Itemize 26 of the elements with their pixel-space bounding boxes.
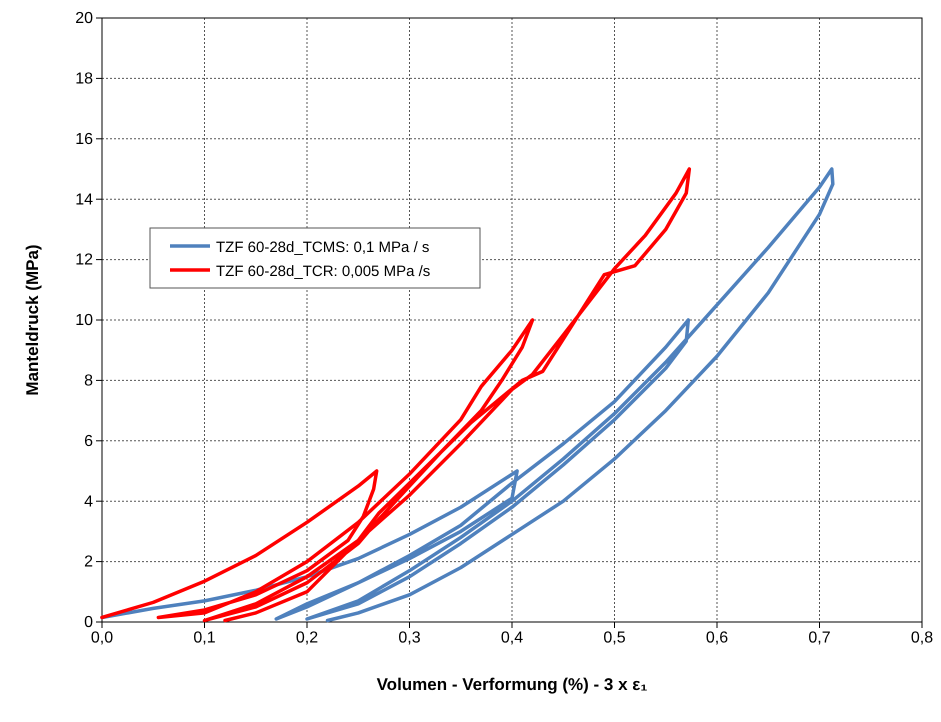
y-tick-label: 16 [75,130,94,148]
line-series [100,167,692,622]
y-tick-label: 14 [75,191,94,208]
y-tick-label: 2 [84,554,94,571]
y-tick-label: 4 [84,493,94,510]
legend-label: TZF 60-28d_TCMS: 0,1 MPa / s [216,239,430,256]
y-tick-label: 18 [75,70,94,88]
x-tick-label: 0,8 [910,629,934,646]
line-series [100,167,835,622]
legend-label: TZF 60-28d_TCR: 0,005 MPa /s [216,263,430,280]
x-tick-label: 0,3 [398,629,421,646]
y-axis-title: Manteldruck (MPa) [23,244,42,396]
y-tick-label: 10 [75,312,94,330]
x-tick-label: 0,2 [296,629,318,646]
y-tick-label: 8 [84,372,94,390]
x-tick-label: 0,4 [500,629,524,646]
y-tick-label: 6 [84,432,94,450]
y-tick-label: 20 [75,10,94,28]
y-tick-label: 0 [84,614,94,632]
x-tick-label: 0,0 [90,629,114,646]
x-tick-label: 0,5 [603,629,626,646]
x-tick-label: 0,7 [808,629,831,646]
x-axis-title: Volumen - Verformung (%) - 3 x ε₁ [376,675,648,694]
x-tick-label: 0,1 [193,629,216,646]
x-tick-label: 0,6 [706,629,728,646]
y-tick-label: 12 [75,252,94,269]
